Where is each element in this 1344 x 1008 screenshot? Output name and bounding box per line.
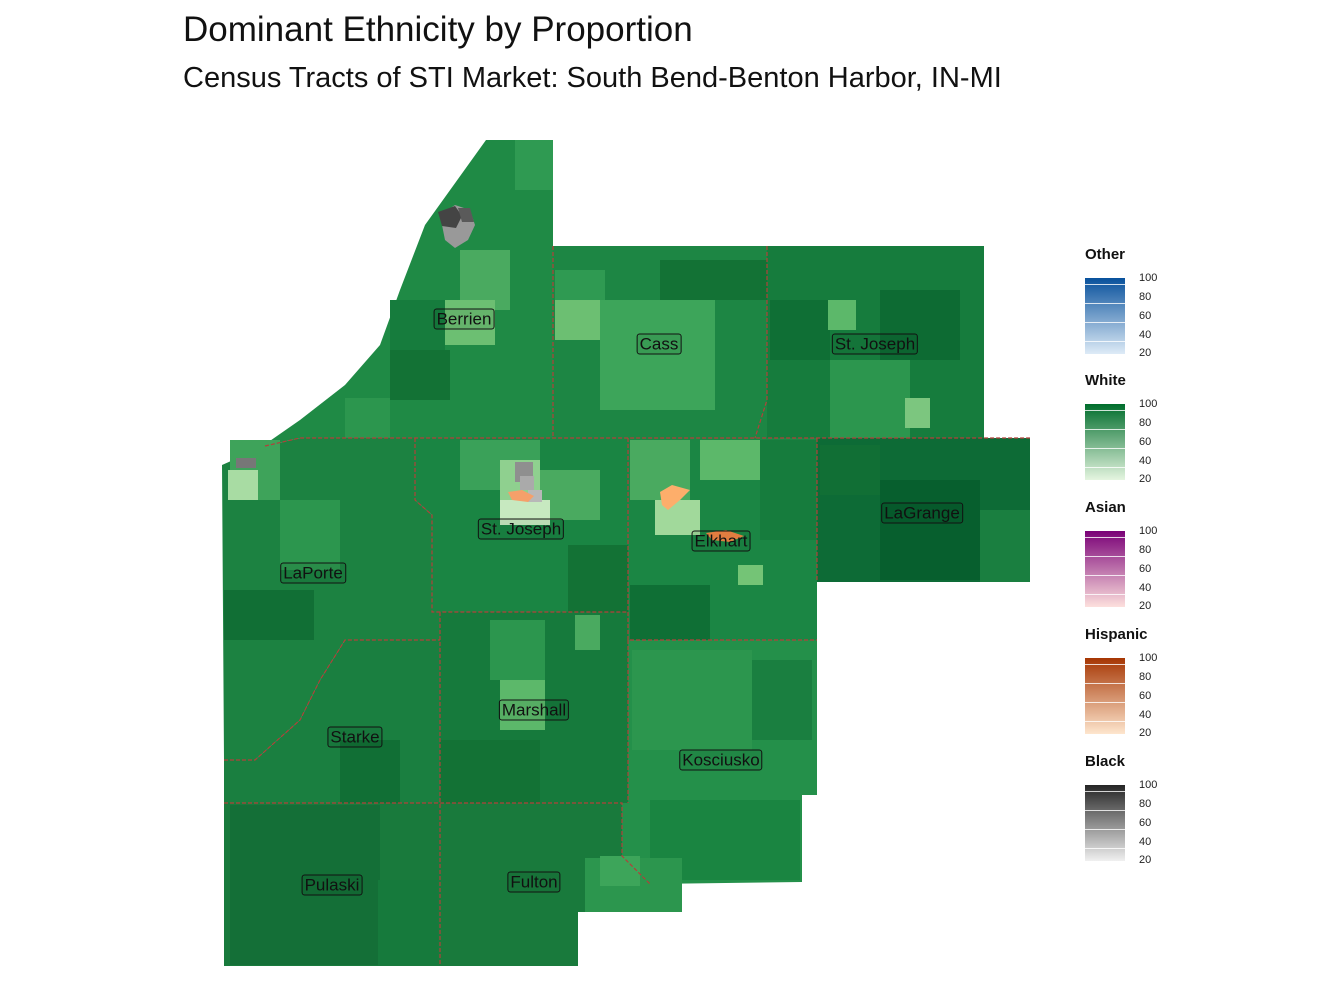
legend-tick: 100: [1139, 779, 1158, 791]
county-label-kosciusko: Kosciusko: [679, 749, 763, 771]
map-title: Dominant Ethnicity by Proportion: [183, 10, 693, 49]
legend-other: Other 100 80 60 40 20: [1085, 246, 1195, 359]
legend-tickmark: [1085, 829, 1125, 830]
legend-tickmark: [1085, 537, 1125, 538]
legend-tick: 80: [1139, 798, 1152, 810]
legend-tick: 20: [1139, 473, 1152, 485]
legend-tick: 40: [1139, 709, 1152, 721]
tract-patches: [224, 140, 1030, 965]
legend-tickmark: [1085, 791, 1125, 792]
legend-tickmark: [1085, 575, 1125, 576]
legend-tick: 60: [1139, 563, 1152, 575]
county-label-pulaski: Pulaski: [301, 874, 363, 896]
legend-tick: 40: [1139, 455, 1152, 467]
legend-tick: 100: [1139, 398, 1158, 410]
legend-tick: 80: [1139, 671, 1152, 683]
county-label-elkhart: Elkhart: [691, 530, 751, 552]
legend-title-asian: Asian: [1085, 499, 1126, 516]
legend-tickmark: [1085, 721, 1125, 722]
legend-tickmark: [1085, 810, 1125, 811]
legend-tick: 40: [1139, 836, 1152, 848]
legend-bar-hispanic: [1085, 658, 1125, 734]
legend-bar-white: [1085, 404, 1125, 480]
legend-tickmark: [1085, 303, 1125, 304]
legend-bar-black: [1085, 785, 1125, 861]
legend-tick: 60: [1139, 817, 1152, 829]
legend-tick: 20: [1139, 600, 1152, 612]
legend-tick: 100: [1139, 272, 1158, 284]
legend-tick: 40: [1139, 329, 1152, 341]
county-label-st-joseph-in: St. Joseph: [477, 518, 565, 540]
legend-tick: 60: [1139, 690, 1152, 702]
county-label-cass: Cass: [636, 333, 682, 355]
legend-tick: 20: [1139, 854, 1152, 866]
legend-tickmark: [1085, 429, 1125, 430]
county-label-starke: Starke: [327, 726, 383, 748]
legend-white: White 100 80 60 40 20: [1085, 372, 1195, 485]
legend-asian: Asian 100 80 60 40 20: [1085, 499, 1195, 612]
legend-tickmark: [1085, 284, 1125, 285]
legend-title-other: Other: [1085, 246, 1126, 263]
legend-title-black: Black: [1085, 753, 1126, 770]
county-laporte: [222, 438, 440, 760]
map-subtitle: Census Tracts of STI Market: South Bend-…: [183, 62, 1002, 94]
legend-tickmark: [1085, 848, 1125, 849]
legend-tick: 100: [1139, 525, 1158, 537]
legend-tickmark: [1085, 683, 1125, 684]
legend-tick: 80: [1139, 544, 1152, 556]
hispanic-dominant-tracts: [508, 485, 744, 542]
legend-tick: 20: [1139, 727, 1152, 739]
legend-tickmark: [1085, 664, 1125, 665]
legend-tickmark: [1085, 467, 1125, 468]
legend-tick: 60: [1139, 436, 1152, 448]
legend-tickmark: [1085, 448, 1125, 449]
legend-tickmark: [1085, 410, 1125, 411]
legend-tickmark: [1085, 594, 1125, 595]
county-label-marshall: Marshall: [498, 699, 570, 721]
legend-tick: 40: [1139, 582, 1152, 594]
legend-tickmark: [1085, 702, 1125, 703]
legend-bar-other: [1085, 278, 1125, 354]
legend-black: Black 100 80 60 40 20: [1085, 753, 1195, 866]
legend-tick: 80: [1139, 417, 1152, 429]
county-label-berrien: Berrien: [433, 308, 495, 330]
county-borders: [224, 246, 1030, 966]
legend-hispanic: Hispanic 100 80 60 40 20: [1085, 626, 1195, 739]
legend-tickmark: [1085, 341, 1125, 342]
legend-tickmark: [1085, 556, 1125, 557]
legend-title-white: White: [1085, 372, 1126, 389]
legend-title-hispanic: Hispanic: [1085, 626, 1148, 643]
county-label-fulton: Fulton: [507, 871, 561, 893]
black-dominant-tracts: [236, 205, 542, 502]
legend-tick: 100: [1139, 652, 1158, 664]
legend-tick: 60: [1139, 310, 1152, 322]
legend-tickmark: [1085, 322, 1125, 323]
legend-tick: 80: [1139, 291, 1152, 303]
legend-tick: 20: [1139, 347, 1152, 359]
county-label-st-joseph-mi: St. Joseph: [831, 333, 919, 355]
county-label-lagrange: LaGrange: [881, 502, 963, 524]
county-label-laporte: LaPorte: [280, 562, 346, 584]
legend-bar-asian: [1085, 531, 1125, 607]
